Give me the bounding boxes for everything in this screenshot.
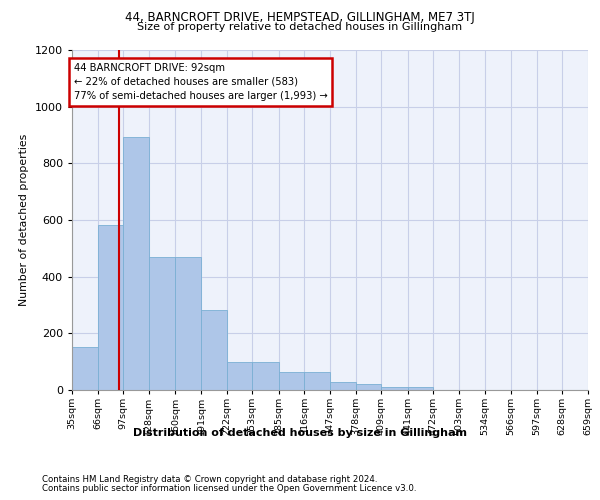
Bar — [175, 257, 201, 390]
Bar — [123, 137, 149, 390]
Bar — [98, 225, 123, 390]
Bar — [252, 362, 279, 390]
Bar — [201, 310, 227, 390]
Text: Size of property relative to detached houses in Gillingham: Size of property relative to detached ho… — [137, 22, 463, 32]
Bar — [227, 362, 252, 390]
Text: Contains public sector information licensed under the Open Government Licence v3: Contains public sector information licen… — [42, 484, 416, 493]
Bar — [279, 372, 304, 390]
Text: 44, BARNCROFT DRIVE, HEMPSTEAD, GILLINGHAM, ME7 3TJ: 44, BARNCROFT DRIVE, HEMPSTEAD, GILLINGH… — [125, 11, 475, 24]
Text: Distribution of detached houses by size in Gillingham: Distribution of detached houses by size … — [133, 428, 467, 438]
Y-axis label: Number of detached properties: Number of detached properties — [19, 134, 29, 306]
Bar — [381, 386, 408, 390]
Bar — [149, 257, 175, 390]
Bar — [304, 372, 330, 390]
Text: 44 BARNCROFT DRIVE: 92sqm
← 22% of detached houses are smaller (583)
77% of semi: 44 BARNCROFT DRIVE: 92sqm ← 22% of detac… — [74, 62, 328, 101]
Bar — [72, 347, 98, 390]
Bar — [408, 386, 433, 390]
Text: Contains HM Land Registry data © Crown copyright and database right 2024.: Contains HM Land Registry data © Crown c… — [42, 475, 377, 484]
Bar — [356, 384, 381, 390]
Bar — [330, 382, 356, 390]
